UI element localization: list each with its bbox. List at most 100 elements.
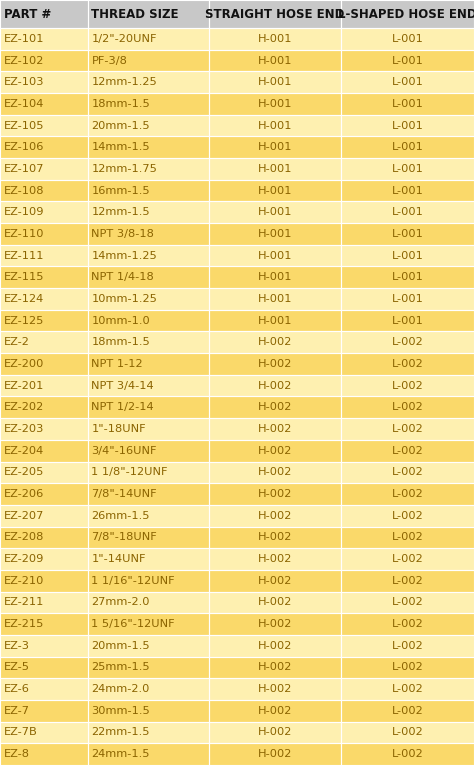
Text: 1/2"-20UNF: 1/2"-20UNF (91, 34, 157, 44)
Bar (88, 50, 209, 71)
Text: L-001: L-001 (392, 251, 424, 261)
Text: L-002: L-002 (392, 749, 423, 759)
Text: L-002: L-002 (392, 511, 423, 521)
Text: H-001: H-001 (258, 99, 292, 109)
Bar (88, 223, 209, 245)
Bar (88, 158, 209, 180)
Text: L-001: L-001 (392, 77, 424, 87)
Text: 1 1/8"-12UNF: 1 1/8"-12UNF (91, 467, 168, 477)
Text: H-002: H-002 (258, 641, 292, 651)
Text: EZ-207: EZ-207 (4, 511, 44, 521)
Bar (209, 656, 341, 679)
Text: L-002: L-002 (392, 381, 423, 391)
Bar (0, 570, 88, 591)
Text: 1 1/16"-12UNF: 1 1/16"-12UNF (91, 576, 175, 586)
Bar (341, 461, 474, 483)
Text: 20mm-1.5: 20mm-1.5 (91, 641, 150, 651)
Text: L-002: L-002 (392, 728, 423, 737)
Text: 12mm-1.25: 12mm-1.25 (91, 77, 157, 87)
Bar (341, 744, 474, 765)
Bar (88, 570, 209, 591)
Text: 14mm-1.25: 14mm-1.25 (91, 251, 157, 261)
Text: 1 5/16"-12UNF: 1 5/16"-12UNF (91, 619, 175, 629)
Text: L-002: L-002 (392, 684, 423, 694)
Bar (0, 50, 88, 71)
Text: 30mm-1.5: 30mm-1.5 (91, 706, 150, 716)
Text: L-002: L-002 (392, 532, 423, 542)
Text: EZ-109: EZ-109 (4, 207, 44, 217)
Text: L-002: L-002 (392, 706, 423, 716)
Bar (341, 375, 474, 396)
Bar (88, 353, 209, 375)
Text: NPT 3/4-14: NPT 3/4-14 (91, 381, 154, 391)
Bar (0, 656, 88, 679)
Text: STRAIGHT HOSE END: STRAIGHT HOSE END (205, 8, 345, 21)
Bar (0, 136, 88, 158)
Bar (341, 396, 474, 418)
Bar (209, 266, 341, 288)
Bar (341, 266, 474, 288)
Bar (0, 549, 88, 570)
Bar (209, 331, 341, 353)
Text: L-002: L-002 (392, 402, 423, 412)
Text: 7/8"-14UNF: 7/8"-14UNF (91, 489, 157, 499)
Text: EZ-107: EZ-107 (4, 164, 44, 174)
Text: H-002: H-002 (258, 684, 292, 694)
Text: 14mm-1.5: 14mm-1.5 (91, 142, 150, 152)
Bar (0, 331, 88, 353)
Text: H-001: H-001 (258, 121, 292, 131)
Bar (88, 28, 209, 50)
Bar (0, 115, 88, 136)
Text: L-001: L-001 (392, 164, 424, 174)
Text: NPT 1/4-18: NPT 1/4-18 (91, 272, 154, 282)
Text: 10mm-1.25: 10mm-1.25 (91, 294, 157, 304)
Bar (341, 136, 474, 158)
Text: H-001: H-001 (258, 229, 292, 239)
Bar (341, 418, 474, 440)
Bar (88, 266, 209, 288)
Text: 25mm-1.5: 25mm-1.5 (91, 662, 150, 672)
Bar (209, 505, 341, 526)
Text: EZ-124: EZ-124 (4, 294, 44, 304)
Text: EZ-8: EZ-8 (4, 749, 30, 759)
Bar (88, 635, 209, 656)
Bar (0, 375, 88, 396)
Text: NPT 1/2-14: NPT 1/2-14 (91, 402, 154, 412)
Bar (0, 396, 88, 418)
Bar (0, 201, 88, 223)
Text: EZ-111: EZ-111 (4, 251, 44, 261)
Text: EZ-209: EZ-209 (4, 554, 44, 564)
Bar (88, 700, 209, 721)
Text: H-001: H-001 (258, 34, 292, 44)
Text: H-002: H-002 (258, 662, 292, 672)
Bar (341, 614, 474, 635)
Bar (209, 396, 341, 418)
Bar (341, 50, 474, 71)
Text: 10mm-1.0: 10mm-1.0 (91, 316, 150, 326)
Bar (209, 223, 341, 245)
Bar (0, 505, 88, 526)
Text: L-001: L-001 (392, 207, 424, 217)
Text: EZ-2: EZ-2 (4, 337, 30, 347)
Bar (88, 396, 209, 418)
Text: NPT 1-12: NPT 1-12 (91, 359, 143, 369)
Bar (0, 71, 88, 93)
Bar (209, 288, 341, 310)
Bar (88, 310, 209, 331)
Bar (88, 549, 209, 570)
Bar (0, 483, 88, 505)
Text: L-002: L-002 (392, 489, 423, 499)
Text: EZ-206: EZ-206 (4, 489, 44, 499)
Bar (88, 288, 209, 310)
Bar (88, 526, 209, 549)
Text: EZ-106: EZ-106 (4, 142, 44, 152)
Bar (0, 180, 88, 201)
Bar (0, 93, 88, 115)
Bar (0, 614, 88, 635)
Text: L-002: L-002 (392, 424, 423, 434)
Text: H-002: H-002 (258, 749, 292, 759)
Bar (341, 635, 474, 656)
Text: 1"-18UNF: 1"-18UNF (91, 424, 146, 434)
Bar (341, 440, 474, 461)
Text: 18mm-1.5: 18mm-1.5 (91, 337, 150, 347)
